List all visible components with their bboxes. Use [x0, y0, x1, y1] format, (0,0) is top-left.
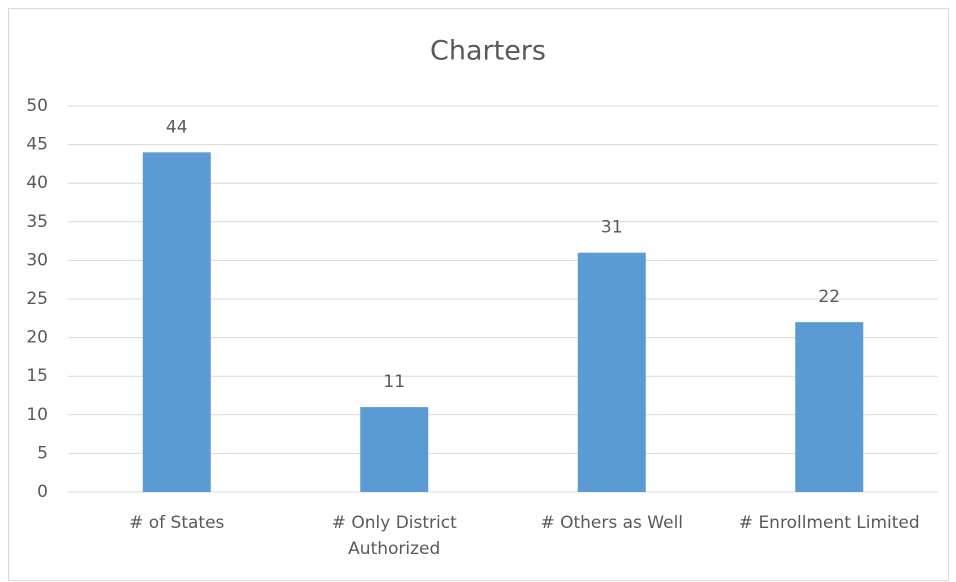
y-tick-label: 50 — [26, 96, 48, 116]
y-tick-label: 20 — [26, 328, 48, 348]
y-tick-label: 10 — [26, 405, 48, 425]
data-label: 22 — [818, 287, 840, 307]
y-tick-label: 45 — [26, 135, 48, 155]
bar — [142, 152, 211, 492]
x-tick-label: # Others as Well — [540, 513, 684, 533]
y-tick-label: 5 — [37, 443, 48, 463]
x-tick-label: # of States — [129, 513, 225, 533]
chart-title: Charters — [430, 36, 546, 67]
y-tick-label: 25 — [26, 289, 48, 309]
y-tick-label: 15 — [26, 366, 48, 386]
data-label: 11 — [383, 372, 405, 392]
y-tick-label: 30 — [26, 250, 48, 270]
y-tick-label: 40 — [26, 173, 48, 193]
x-tick-label: # Only District Authorized — [331, 513, 457, 559]
bar — [795, 322, 864, 492]
bar — [360, 407, 429, 492]
x-tick-label: # Enrollment Limited — [738, 513, 920, 533]
data-label: 44 — [166, 117, 188, 137]
y-tick-label: 35 — [26, 212, 48, 232]
bar — [577, 252, 646, 492]
y-tick-label: 0 — [37, 482, 48, 502]
data-label: 31 — [601, 218, 623, 238]
